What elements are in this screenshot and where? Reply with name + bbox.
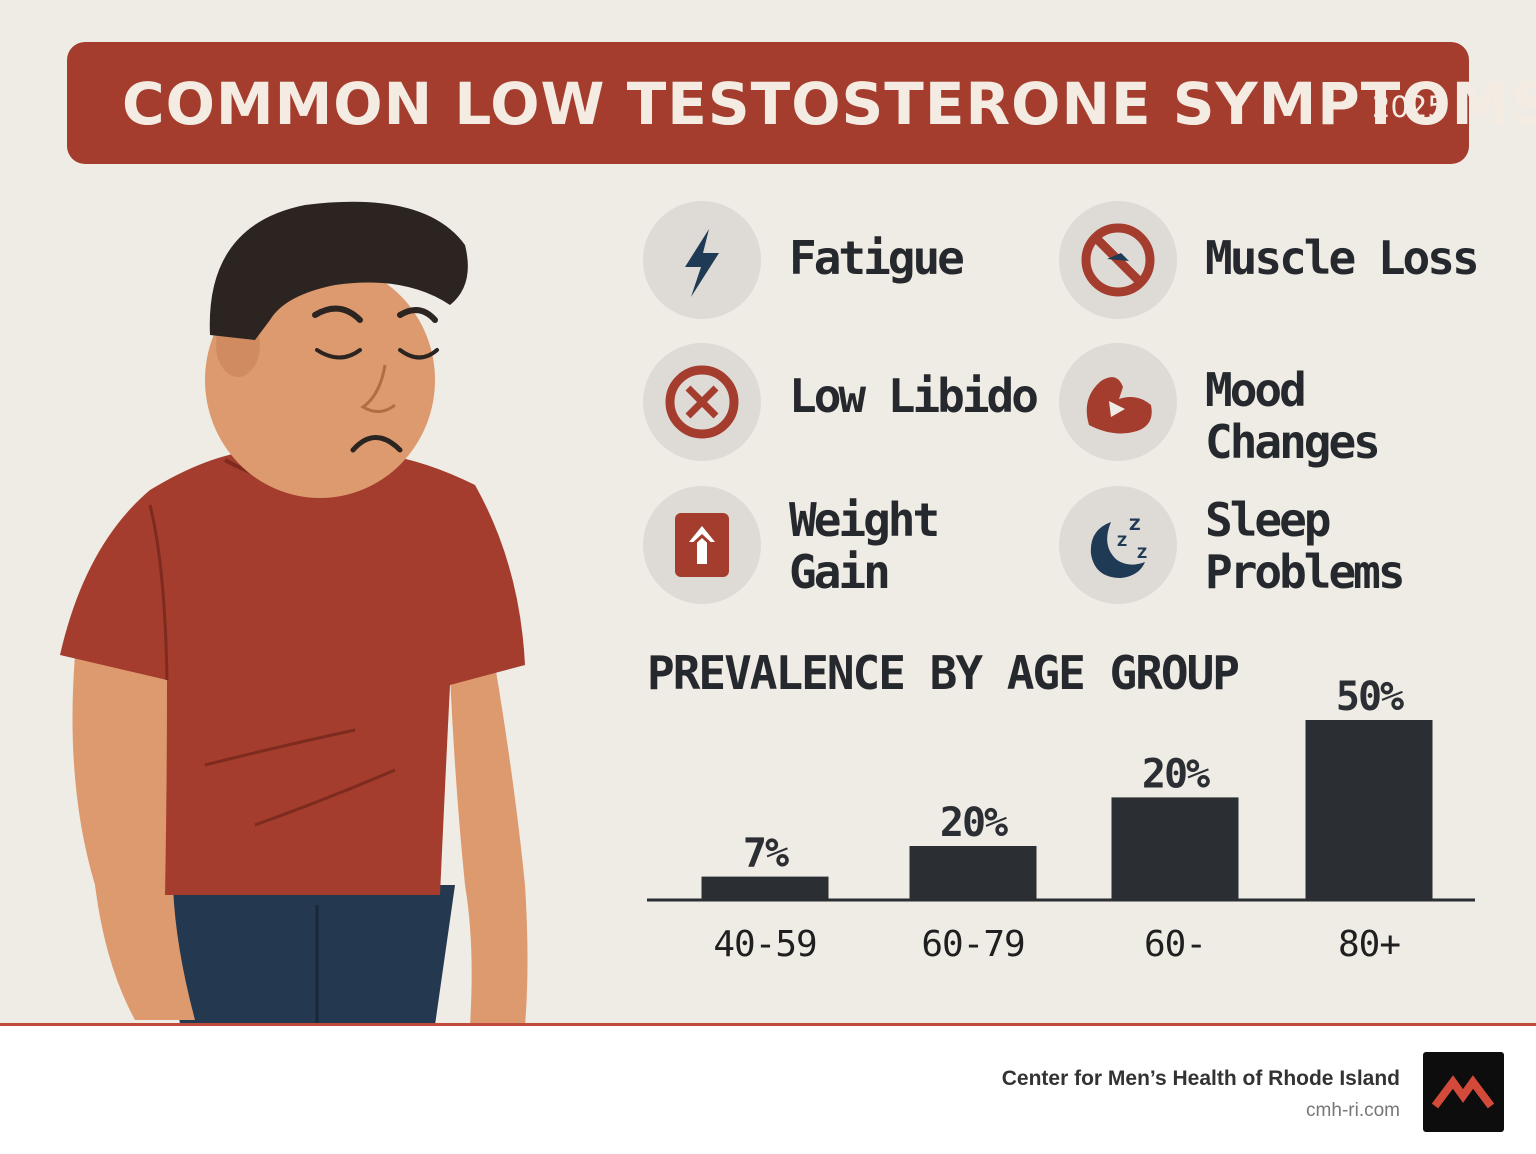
svg-text:Z: Z (1137, 546, 1147, 562)
lightning-bolt-icon (643, 201, 761, 319)
chart-value-label: 7% (743, 831, 789, 877)
symptom-label-fatigue: Fatigue (789, 231, 965, 285)
weight-up-arrow-icon (643, 486, 761, 604)
symptom-label-muscle-loss: Muscle Loss (1205, 231, 1480, 285)
chart-bar (1111, 797, 1239, 900)
chart-category-label: 80+ (1338, 924, 1400, 965)
chart-bar (1305, 720, 1433, 900)
chart-category-label: 40-59 (713, 924, 816, 965)
footer (0, 1026, 1536, 1154)
prohibited-x-icon (643, 343, 761, 461)
chart-value-label: 50% (1336, 674, 1404, 720)
chart-bar (701, 876, 829, 900)
footer-divider (0, 1023, 1536, 1026)
moon-zzz-icon: Z Z Z (1059, 486, 1177, 604)
symptom-label-weight-gain: Weight Gain (789, 493, 940, 599)
chart-value-label: 20% (1142, 751, 1210, 797)
symptom-label-mood-changes: Mood Changes (1205, 363, 1381, 469)
flexed-arm-icon (1059, 343, 1177, 461)
cmh-mountain-logo-icon (1423, 1052, 1504, 1132)
chart-title: PREVALENCE BY AGE GROUP (647, 646, 1240, 700)
footer-org-name: Center for Men’s Health of Rhode Island (1001, 1067, 1400, 1090)
title-year: 2025 (1372, 90, 1446, 124)
chart-category-label: 60- (1144, 924, 1206, 965)
prevalence-bar-chart: 7% 40-59 20% 60-79 20% 60- 50% 80+ (647, 674, 1475, 965)
footer-url: cmh-ri.com (1306, 1100, 1400, 1121)
chart-category-label: 60-79 (921, 924, 1024, 965)
no-muscle-icon (1059, 201, 1177, 319)
page-title: COMMON LOW TESTOSTERONE SYMPTOMS (122, 70, 1536, 138)
tired-man-illustration (60, 201, 528, 1025)
svg-text:Z: Z (1117, 534, 1127, 550)
title-banner (67, 42, 1469, 164)
svg-text:Z: Z (1129, 515, 1141, 534)
symptom-label-sleep-problems: Sleep Problems (1205, 493, 1406, 599)
chart-value-label: 20% (940, 800, 1008, 846)
chart-bar (909, 846, 1037, 900)
symptom-label-low-libido: Low Libido (789, 369, 1039, 423)
